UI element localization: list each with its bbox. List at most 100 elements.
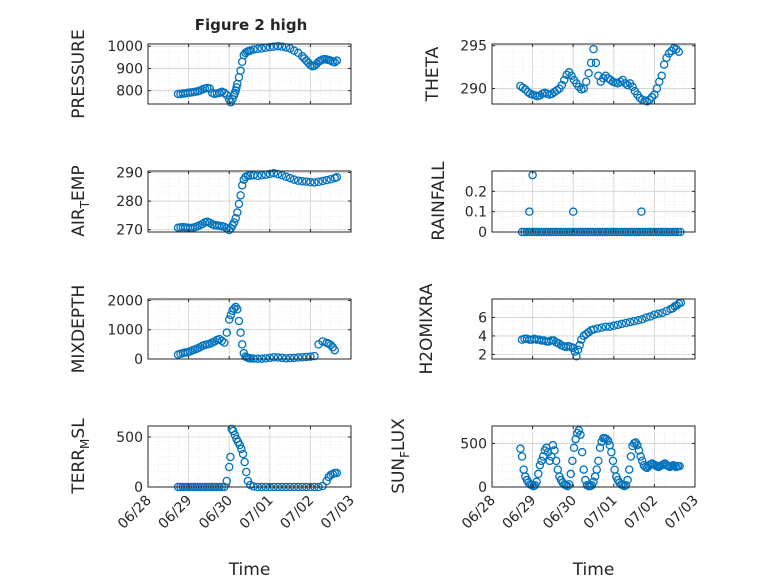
data-point [265, 353, 275, 363]
x-tick-label: 06/30 [540, 493, 580, 533]
x-tick-label: 07/01 [237, 493, 277, 533]
data-point [566, 469, 576, 479]
data-point [575, 340, 584, 350]
data-point [581, 77, 591, 86]
y-tick-label: 500 [460, 436, 487, 452]
panel-theta: 290 295 THETA [423, 39, 696, 106]
data-point [532, 477, 541, 487]
data-point [567, 71, 576, 80]
panel-terr-msl: 0 500 06/28 06/29 06/30 07/01 07/02 07/03 Time TE… [69, 418, 358, 580]
data-point [234, 316, 244, 326]
data-point [584, 327, 593, 337]
axes-box [147, 43, 352, 105]
data-point [289, 175, 299, 184]
data-point [664, 49, 674, 58]
data-point [605, 322, 614, 331]
data-point [238, 449, 248, 459]
data-point [573, 345, 583, 355]
data-point [606, 75, 615, 85]
y-tick-label: 800 [116, 84, 143, 100]
data-point [535, 460, 545, 470]
data-point [293, 353, 303, 362]
data-point [593, 324, 602, 333]
data-point [592, 465, 601, 474]
data-point [560, 75, 569, 85]
data-point [242, 467, 251, 477]
data-point [332, 56, 342, 65]
data-point [265, 169, 275, 179]
data-point [521, 85, 530, 94]
panel-rainfall: 0 0.1 0.2 RAINFALL [429, 161, 696, 241]
y-tick-label: 1000 [107, 323, 143, 339]
data-point [657, 71, 666, 80]
data-point [601, 71, 610, 80]
data-point [236, 191, 245, 200]
axes-box [491, 298, 696, 360]
data-point [518, 83, 528, 92]
data-point [298, 177, 307, 186]
data-point [277, 171, 287, 180]
data-point [633, 315, 643, 325]
data-point [574, 426, 584, 435]
data-point [547, 336, 556, 345]
data-point [235, 440, 245, 450]
data-point [229, 426, 238, 436]
panel-mixdepth: 0 1000 2000 MIXDEPTH [69, 285, 352, 373]
data-point [285, 353, 295, 363]
data-point [230, 430, 240, 440]
data-point [231, 214, 240, 223]
y-axis-label: RAINFALL [429, 161, 449, 241]
data-point [607, 447, 616, 457]
y-tick-label: 0.2 [465, 184, 487, 200]
y-tick-label: 0 [134, 480, 143, 496]
data-point [642, 97, 652, 106]
data-point [306, 352, 315, 361]
data-point [616, 77, 625, 86]
data-point [234, 199, 244, 209]
data-point [217, 336, 227, 346]
data-point [633, 440, 642, 450]
data-point [636, 452, 645, 461]
data-point [220, 338, 229, 347]
data-point [646, 312, 655, 321]
data-point [236, 328, 245, 337]
data-point [229, 218, 239, 227]
y-tick-label: 900 [116, 61, 143, 77]
data-point [621, 318, 631, 328]
data-point [658, 308, 667, 318]
data-point [620, 79, 630, 88]
x-tick-label: 07/03 [318, 493, 358, 533]
data-point [608, 456, 618, 466]
data-point [552, 86, 562, 95]
data-point [326, 340, 335, 350]
panel-sun-flux: 0 500 06/28 06/29 06/30 07/01 07/02 07/03 Time SU… [389, 418, 702, 580]
data-point [601, 322, 610, 331]
y-tick-label: 270 [116, 223, 143, 239]
data-point [332, 468, 342, 478]
data-point [237, 444, 246, 454]
data-point [589, 44, 598, 54]
data-point [571, 434, 580, 444]
data-point [293, 176, 303, 185]
data-point [624, 465, 634, 474]
data-point [569, 443, 579, 453]
data-point [298, 352, 307, 362]
data-point [637, 315, 647, 324]
axes-box [147, 298, 352, 360]
data-point [637, 207, 646, 216]
data-point [236, 66, 245, 75]
y-tick-label: 290 [460, 82, 487, 98]
x-tick-label: 06/28 [459, 493, 499, 533]
data-point [548, 440, 558, 450]
data-point [642, 313, 651, 322]
y-tick-label: 2 [478, 347, 487, 363]
data-point [516, 444, 525, 453]
data-point [672, 44, 681, 54]
data-point [237, 181, 247, 190]
data-point [330, 345, 340, 355]
data-point [517, 452, 527, 461]
data-point [589, 477, 598, 487]
data-point [597, 323, 606, 332]
data-point [253, 171, 262, 181]
